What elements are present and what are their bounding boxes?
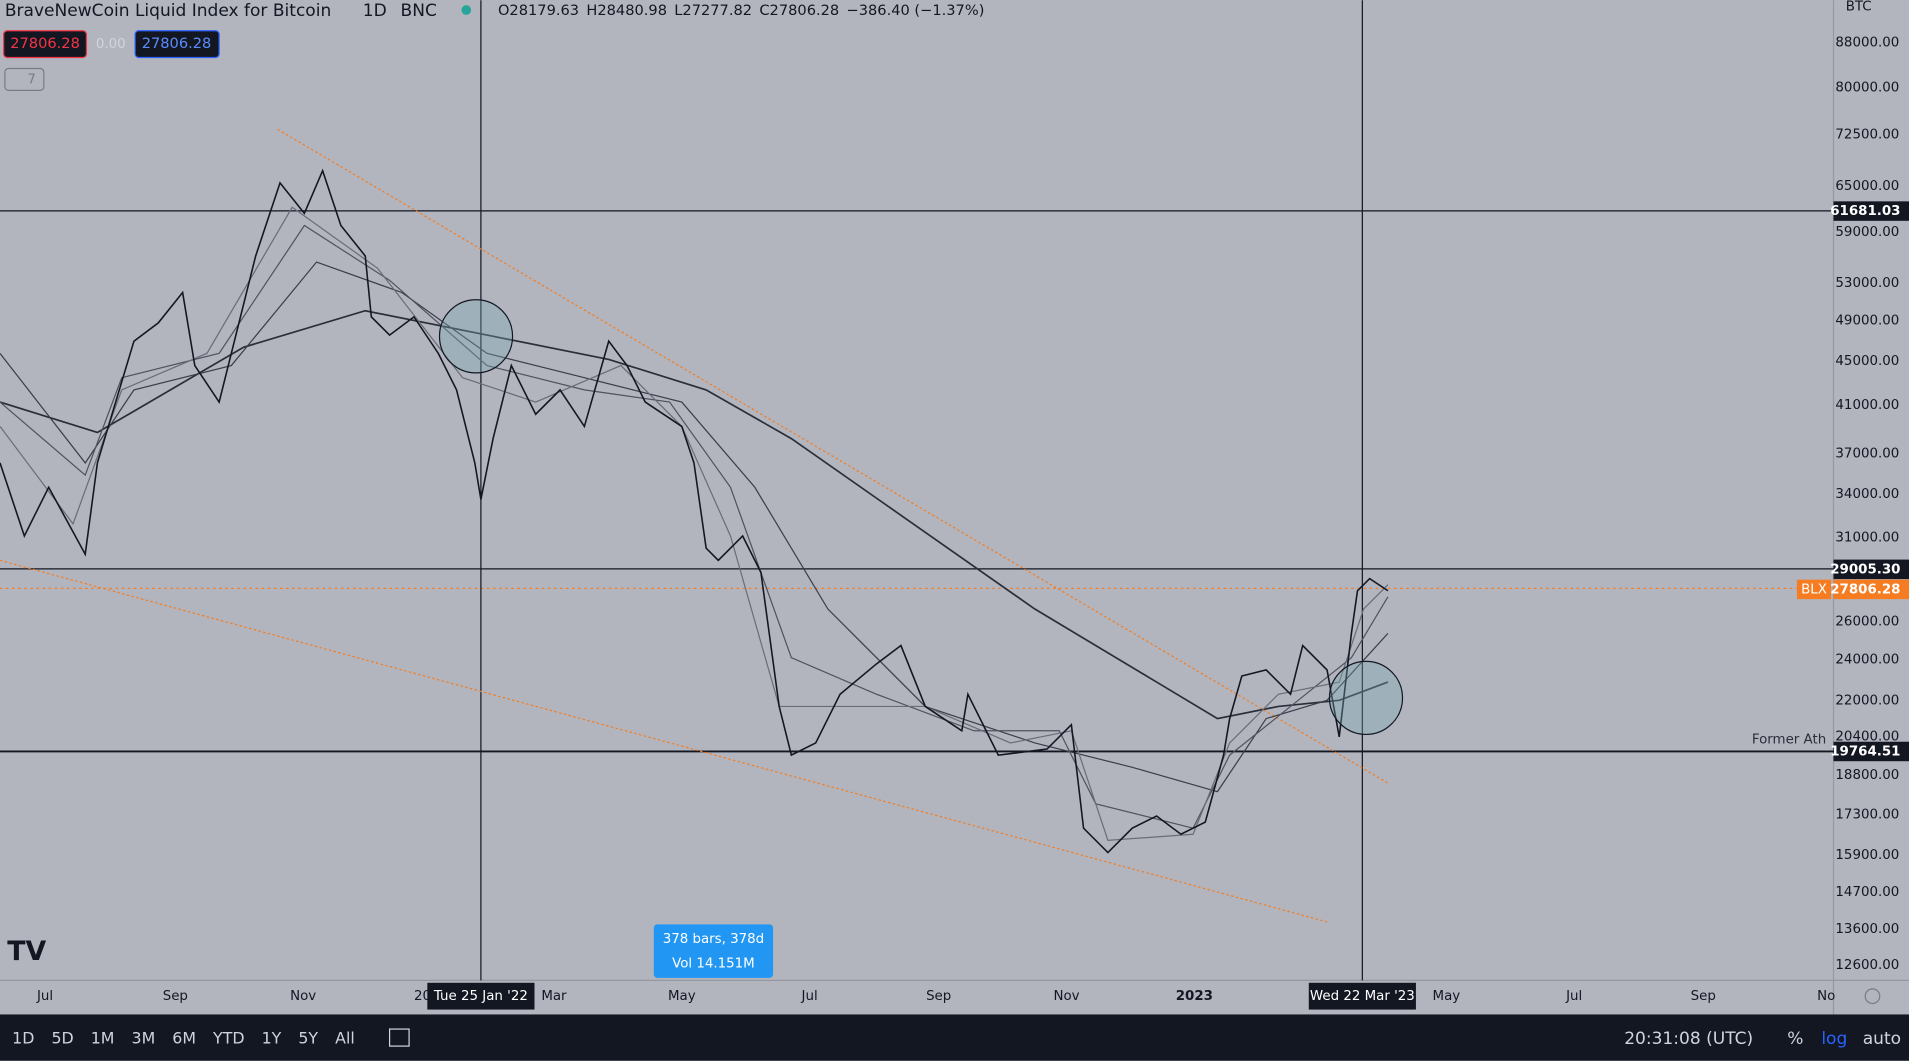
time-axis-label: Sep xyxy=(163,989,188,1004)
indicator-count[interactable]: 7 xyxy=(27,72,36,87)
price-axis-label: 34000.00 xyxy=(1835,487,1899,502)
moving-average xyxy=(0,261,1389,793)
price-axis-label: 20400.00 xyxy=(1835,729,1899,744)
highlight-circle xyxy=(1328,660,1404,736)
currency[interactable]: BTC xyxy=(1846,0,1872,14)
time-axis-label: No xyxy=(1817,989,1835,1004)
time-axis-label: 20 xyxy=(414,989,431,1004)
symbol-tag xyxy=(1796,579,1832,600)
time-axis-label: Sep xyxy=(1691,989,1716,1004)
ohlc-value: L27277.82 xyxy=(674,2,752,19)
range-button[interactable]: 5D xyxy=(51,1028,73,1047)
time-axis-label: Jul xyxy=(1565,989,1582,1004)
percent-toggle[interactable]: % xyxy=(1787,1029,1803,1049)
range-button[interactable]: YTD xyxy=(212,1028,245,1047)
market-status xyxy=(461,5,472,15)
log-toggle[interactable]: log xyxy=(1821,1029,1847,1049)
price-axis-label: 41000.00 xyxy=(1835,398,1899,413)
spread: 0.00 xyxy=(96,37,126,52)
price-axis-label: 26000.00 xyxy=(1835,614,1899,629)
auto-toggle[interactable]: auto xyxy=(1863,1029,1901,1049)
range-button[interactable]: 5Y xyxy=(298,1028,318,1047)
symbol-title: BraveNewCoin Liquid Index for Bitcoin xyxy=(5,1,331,21)
time-axis-label: Nov xyxy=(1053,989,1079,1004)
crosshair-label-box xyxy=(1308,982,1416,1010)
ohlc-value: H28480.98 xyxy=(586,2,667,19)
interval: 1D xyxy=(363,1,387,21)
price-axis-label: 59000.00 xyxy=(1835,225,1899,240)
dynamic-layer: BraveNewCoin Liquid Index for Bitcoin 1D B… xyxy=(3,0,1909,1049)
price-axis-label: 14700.00 xyxy=(1835,885,1899,900)
sell-box[interactable] xyxy=(3,30,88,59)
level-label-box xyxy=(1833,741,1909,762)
range-tooltip-text: 378 bars, 378d xyxy=(663,932,764,947)
trend-line xyxy=(277,128,1389,784)
sell-price[interactable]: 27806.28 xyxy=(10,35,80,52)
logo: TV xyxy=(7,936,46,967)
range-tooltip-text: Vol 14.151M xyxy=(672,956,755,971)
price-axis-label: 45000.00 xyxy=(1835,354,1899,369)
price-series xyxy=(0,168,1389,854)
price-axis-label: 15900.00 xyxy=(1835,848,1899,863)
time-axis-label: Nov xyxy=(290,989,316,1004)
moving-average xyxy=(0,309,1389,720)
buy-price[interactable]: 27806.28 xyxy=(142,35,212,52)
price-axis-label: 88000.00 xyxy=(1835,35,1899,50)
time-axis-label: May xyxy=(1433,989,1461,1004)
price-axis-label: 65000.00 xyxy=(1835,179,1899,194)
symbol-tag-label: BLX xyxy=(1801,582,1827,597)
range-button[interactable]: All xyxy=(335,1028,355,1047)
highlight-circle xyxy=(438,299,514,374)
level-label-box xyxy=(1833,559,1909,580)
range-button[interactable]: 1D xyxy=(12,1028,34,1047)
exchange: BNC xyxy=(401,1,437,21)
level-label: 61681.03 xyxy=(1830,204,1900,219)
time-axis-label: Jul xyxy=(36,989,53,1004)
price-axis-label: 37000.00 xyxy=(1835,447,1899,462)
price-axis-label: 17300.00 xyxy=(1835,808,1899,823)
bottom-toolbar xyxy=(0,1014,1909,1061)
ohlc-value: C27806.28 xyxy=(759,2,839,19)
time-axis-label: Jul xyxy=(801,989,818,1004)
level-label: 29005.30 xyxy=(1830,562,1900,577)
price-axis-label: 13600.00 xyxy=(1835,922,1899,937)
time-axis-label: Sep xyxy=(926,989,951,1004)
range-button[interactable]: 3M xyxy=(132,1028,156,1047)
level-label: 19764.51 xyxy=(1830,744,1900,759)
last-price-label: 27806.28 xyxy=(1830,582,1900,597)
level-annotation: Former Ath xyxy=(1752,732,1826,747)
clock: 20:31:08 (UTC) xyxy=(1624,1029,1753,1049)
range-button[interactable]: 1M xyxy=(91,1028,115,1047)
indicator-toggle[interactable] xyxy=(4,67,45,91)
last-price-box xyxy=(1833,579,1909,600)
buy-box[interactable] xyxy=(134,30,220,59)
price-axis-label: 22000.00 xyxy=(1835,694,1899,709)
trend-line xyxy=(0,559,1328,923)
level-label-box xyxy=(1833,201,1909,221)
time-axis-label: May xyxy=(668,989,696,1004)
date-range-icon[interactable] xyxy=(388,1028,410,1047)
price-axis-label: 49000.00 xyxy=(1835,313,1899,328)
range-button[interactable]: 6M xyxy=(172,1028,196,1047)
crosshair-label-box xyxy=(427,982,535,1010)
ohlc-value: O28179.63 xyxy=(498,2,579,19)
time-axis-label: 2023 xyxy=(1176,989,1213,1004)
ohlc-value: −386.40 (−1.37%) xyxy=(846,2,984,19)
price-axis-label: 80000.00 xyxy=(1835,81,1899,96)
time-axis-label: Mar xyxy=(541,989,567,1004)
price-axis-label: 31000.00 xyxy=(1835,531,1899,546)
price-axis-label: 53000.00 xyxy=(1835,276,1899,291)
range-tooltip xyxy=(653,924,774,978)
price-axis-label: 18800.00 xyxy=(1835,768,1899,783)
crosshair-label: Tue 25 Jan '22 xyxy=(433,989,528,1004)
price-axis-label: 24000.00 xyxy=(1835,652,1899,667)
crosshair-label: Wed 22 Mar '23 xyxy=(1310,989,1415,1004)
settings-icon[interactable] xyxy=(1864,988,1881,1005)
price-axis-label: 72500.00 xyxy=(1835,127,1899,142)
price-axis-label: 12600.00 xyxy=(1835,958,1899,973)
range-button[interactable]: 1Y xyxy=(262,1028,282,1047)
